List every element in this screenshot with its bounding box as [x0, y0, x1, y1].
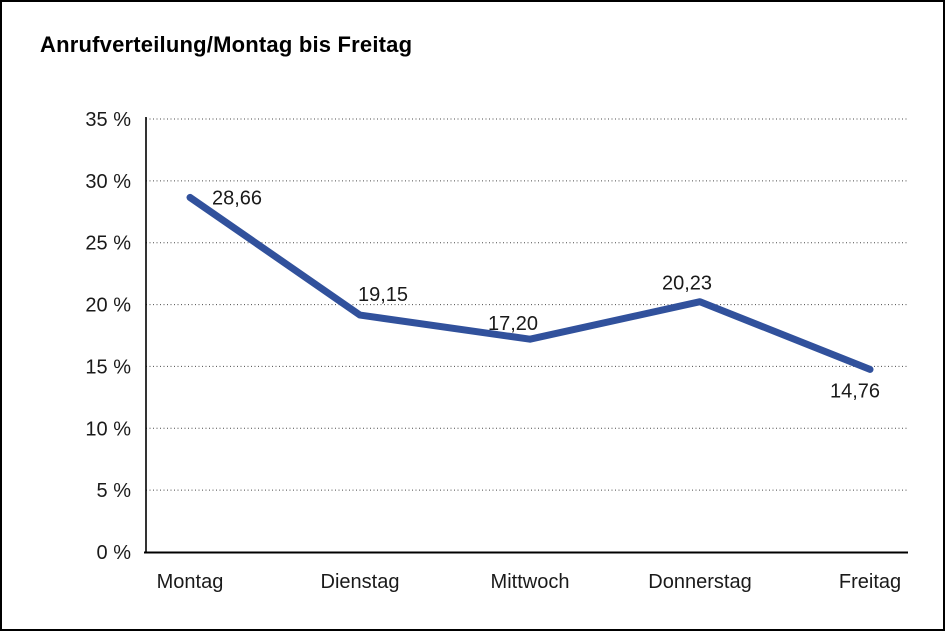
y-axis-tick-label: 20 %	[85, 295, 131, 317]
x-axis-category-label: Freitag	[839, 571, 901, 593]
y-axis-tick-label: 35 %	[85, 109, 131, 131]
data-line	[186, 193, 874, 373]
x-axis-category-label: Dienstag	[321, 571, 400, 593]
y-axis-tick-label: 30 %	[85, 171, 131, 193]
data-point-label: 20,23	[662, 273, 712, 295]
x-axis-category-label: Montag	[157, 571, 224, 593]
y-axis-tick-label: 5 %	[97, 480, 132, 502]
y-axis-tick-label: 25 %	[85, 233, 131, 255]
x-axis-category-label: Donnerstag	[648, 571, 751, 593]
data-point-label: 17,20	[488, 313, 538, 335]
y-axis-tick-label: 10 %	[85, 418, 131, 440]
data-point-label: 14,76	[830, 380, 880, 402]
chart-title: Anrufverteilung/Montag bis Freitag	[40, 32, 413, 57]
x-axis-category-label: Mittwoch	[491, 571, 570, 593]
y-axis-tick-label: 0 %	[97, 542, 132, 564]
data-point-label: 28,66	[212, 187, 262, 209]
data-point-label: 19,15	[358, 284, 408, 306]
y-axis-tick-label: 15 %	[85, 356, 131, 378]
